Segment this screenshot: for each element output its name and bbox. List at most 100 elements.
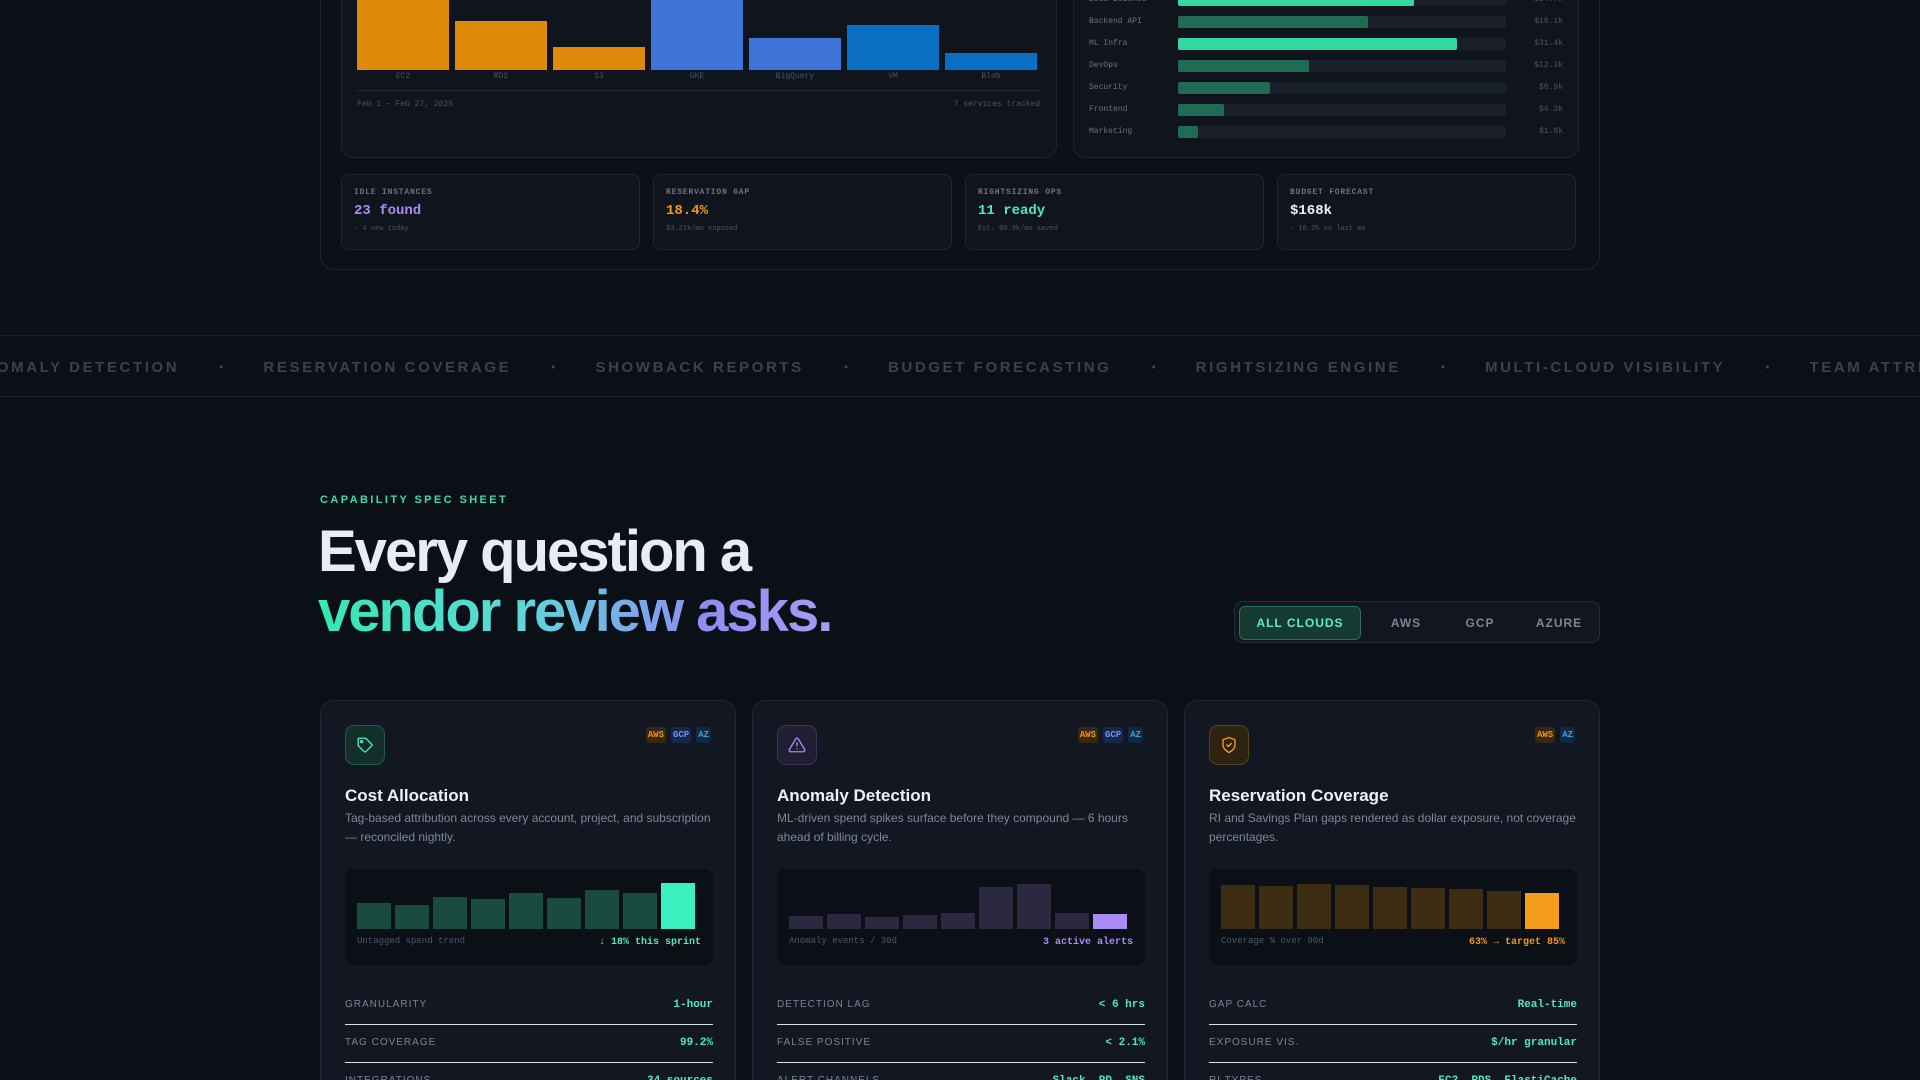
team-row: ML Infra $31.4k — [1089, 37, 1563, 51]
mini-chart-bar — [1055, 912, 1089, 929]
tag-icon — [345, 725, 385, 765]
cloud-tag-aws: AWS — [645, 727, 666, 743]
capability-card-cost-allocation: AWS GCP AZ Cost Allocation Tag-based attribu… — [320, 700, 736, 1080]
card-description: ML-driven spend spikes surface before th… — [777, 811, 1128, 844]
cloud-tags: AWS AZ — [1534, 727, 1575, 743]
spec-value: 34 sources — [647, 1075, 713, 1080]
marquee-separator: • — [1440, 360, 1446, 374]
spec-row: RI TYPES EC2, RDS, ElastiCache — [1209, 1063, 1577, 1080]
team-bar-track — [1178, 82, 1506, 94]
team-value: $31.4k — [1534, 39, 1563, 48]
card-mini-chart: Untagged spend trend ↓ 18% this sprint — [345, 869, 713, 965]
mini-chart-bar — [941, 913, 975, 929]
bar-rds — [455, 20, 547, 70]
kpi-value: 11 ready — [978, 203, 1046, 219]
mini-chart-bar — [979, 886, 1013, 929]
feature-marquee: ANOMALY DETECTION • RESERVATION COVERAGE • S… — [0, 335, 1920, 397]
team-name: Data Science — [1089, 0, 1147, 7]
mini-chart-bar — [661, 883, 695, 929]
bar-label: RDS — [493, 72, 509, 81]
marquee-item: ANOMALY DETECTION — [0, 358, 180, 376]
chart-date-range: Feb 1 – Feb 27, 2025 — [357, 100, 454, 109]
mini-chart-bar — [1297, 884, 1331, 929]
card-title: Reservation Coverage — [1209, 786, 1389, 805]
team-bar-track — [1178, 60, 1506, 72]
mini-chart-bar — [357, 903, 391, 929]
spec-value: Real-time — [1517, 999, 1577, 1011]
marquee-item: RIGHTSIZING ENGINE — [1195, 358, 1401, 376]
bar-ec2 — [357, 0, 449, 70]
team-row: Backend API $18.1k — [1089, 15, 1563, 29]
team-bar-track — [1178, 104, 1506, 116]
mini-chart-bar — [585, 890, 619, 929]
filter-aws[interactable]: AWS — [1390, 616, 1422, 630]
spec-value: 1-hour — [673, 999, 713, 1011]
kpi-label: IDLE INSTANCES — [354, 188, 433, 197]
cloud-filter: ALL CLOUDS AWS GCP AZURE — [1234, 601, 1600, 643]
card-mini-chart: Anomaly events / 30d 3 active alerts — [777, 869, 1145, 965]
chart-note: 3 active alerts — [1042, 937, 1133, 948]
kpi-label: RIGHTSIZING OPS — [978, 188, 1063, 197]
cloud-tag-aws: AWS — [1534, 727, 1556, 743]
kpi-card: BUDGET FORECAST $168k ↑ 10.3% vs last mo — [1277, 174, 1576, 250]
mini-chart-bar — [471, 899, 505, 929]
bar-bigquery — [749, 37, 841, 70]
headline-line-2: vendor review asks. — [318, 579, 833, 644]
card-description: RI and Savings Plan gaps rendered as dol… — [1209, 811, 1576, 844]
bar-label: Blob — [981, 72, 1001, 81]
alert-triangle-icon — [777, 725, 817, 765]
spec-key: EXPOSURE VIS. — [1209, 1037, 1300, 1048]
kpi-card: RESERVATION GAP 18.4% $3.21k/mo exposed — [653, 174, 952, 250]
spec-row: INTEGRATIONS 34 sources — [345, 1063, 713, 1080]
mini-chart-bar — [623, 893, 657, 929]
mini-chart-bar — [1487, 890, 1521, 929]
filter-azure[interactable]: AZURE — [1535, 616, 1583, 630]
spec-key: DETECTION LAG — [777, 999, 871, 1010]
spec-row: EXPOSURE VIS. $/hr granular — [1209, 1025, 1577, 1063]
spec-value: $/hr granular — [1491, 1037, 1577, 1049]
spec-value: 99.2% — [679, 1037, 713, 1049]
team-row: Data Science $24.7k — [1089, 0, 1563, 7]
bar-label: BigQuery — [775, 72, 815, 81]
card-description: Tag-based attribution across every accou… — [345, 811, 711, 844]
team-row: Marketing $1.8k — [1089, 125, 1563, 139]
chart-tracked-count: 7 services tracked — [953, 100, 1040, 109]
spec-row: TAG COVERAGE 99.2% — [345, 1025, 713, 1063]
filter-all-clouds[interactable]: ALL CLOUDS — [1239, 606, 1361, 640]
marquee-separator: • — [1765, 360, 1770, 374]
team-row: Security $8.9k — [1089, 81, 1563, 95]
kpi-sub: Est. $8.9k/mo saved — [978, 225, 1058, 233]
marquee-item: MULTI-CLOUD VISIBILITY — [1485, 358, 1726, 376]
section-headline: Every question a vendor review asks. — [318, 522, 1018, 642]
marquee-separator: • — [219, 360, 224, 374]
cloud-tag-gcp: GCP — [670, 727, 692, 743]
mini-chart-bar — [865, 916, 899, 929]
cloud-tag-az: AZ — [1128, 727, 1143, 743]
card-title: Cost Allocation — [345, 786, 470, 805]
filter-gcp[interactable]: GCP — [1465, 616, 1495, 630]
marquee-item: RESERVATION COVERAGE — [263, 358, 512, 376]
marquee-item: BUDGET FORECASTING — [887, 358, 1112, 376]
team-value: $18.1k — [1534, 17, 1563, 26]
team-value: $24.7k — [1534, 0, 1563, 7]
team-value: $8.9k — [1538, 83, 1563, 92]
mini-chart-bar — [509, 893, 543, 929]
cloud-tag-az: AZ — [1560, 727, 1575, 743]
cloud-tags: AWS GCP AZ — [1077, 727, 1143, 743]
chart-caption: Untagged spend trend — [357, 936, 466, 946]
cloud-tag-az: AZ — [696, 727, 711, 743]
team-name: ML Infra — [1089, 39, 1128, 48]
mini-chart-bar — [827, 914, 861, 929]
mini-chart-bar — [1411, 888, 1445, 929]
kpi-value: 18.4% — [666, 203, 709, 219]
kpi-value: 23 found — [354, 203, 422, 219]
team-name: Security — [1089, 83, 1128, 92]
mini-chart-bar — [1449, 889, 1483, 929]
team-bar-fill — [1178, 38, 1457, 50]
spec-value: < 6 hrs — [1098, 999, 1145, 1011]
bar-blob — [945, 52, 1037, 70]
cloud-tag-gcp: GCP — [1102, 727, 1124, 743]
chart-caption: Anomaly events / 30d — [789, 936, 898, 946]
spec-key: RI TYPES — [1209, 1075, 1262, 1080]
bar-gke — [651, 0, 743, 70]
